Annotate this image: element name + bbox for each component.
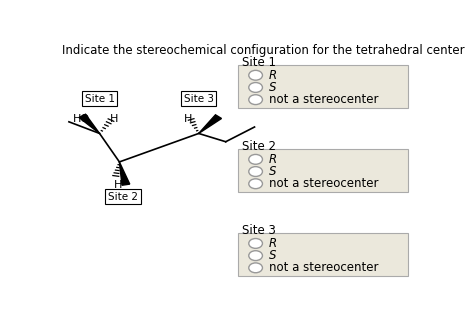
- Text: S: S: [269, 165, 277, 178]
- Text: HO: HO: [73, 114, 90, 124]
- Circle shape: [249, 263, 262, 273]
- Polygon shape: [79, 114, 100, 133]
- Text: Site 2: Site 2: [242, 140, 276, 153]
- Circle shape: [249, 95, 262, 104]
- Text: R: R: [269, 69, 277, 82]
- Circle shape: [249, 167, 262, 176]
- Text: Indicate the stereochemical configuration for the tetrahedral centers shown belo: Indicate the stereochemical configuratio…: [62, 44, 465, 57]
- Circle shape: [249, 251, 262, 260]
- FancyBboxPatch shape: [238, 233, 408, 276]
- Text: H: H: [184, 114, 193, 124]
- Circle shape: [249, 239, 262, 248]
- Text: Site 2: Site 2: [108, 192, 138, 202]
- Text: not a stereocenter: not a stereocenter: [269, 93, 379, 106]
- Polygon shape: [199, 115, 221, 133]
- FancyBboxPatch shape: [238, 65, 408, 108]
- Text: not a stereocenter: not a stereocenter: [269, 261, 379, 274]
- Polygon shape: [120, 162, 130, 185]
- Text: H: H: [110, 114, 118, 124]
- FancyBboxPatch shape: [238, 149, 408, 192]
- Circle shape: [249, 83, 262, 92]
- Text: Site 3: Site 3: [184, 93, 214, 103]
- Text: R: R: [269, 153, 277, 166]
- Text: Site 1: Site 1: [85, 93, 114, 103]
- Text: R: R: [269, 237, 277, 250]
- Text: Site 3: Site 3: [242, 224, 276, 237]
- Text: not a stereocenter: not a stereocenter: [269, 177, 379, 190]
- Text: H: H: [113, 180, 122, 190]
- Text: Site 1: Site 1: [242, 56, 276, 69]
- Text: S: S: [269, 81, 277, 94]
- Circle shape: [249, 70, 262, 80]
- Circle shape: [249, 179, 262, 188]
- Circle shape: [249, 155, 262, 164]
- Text: S: S: [269, 249, 277, 262]
